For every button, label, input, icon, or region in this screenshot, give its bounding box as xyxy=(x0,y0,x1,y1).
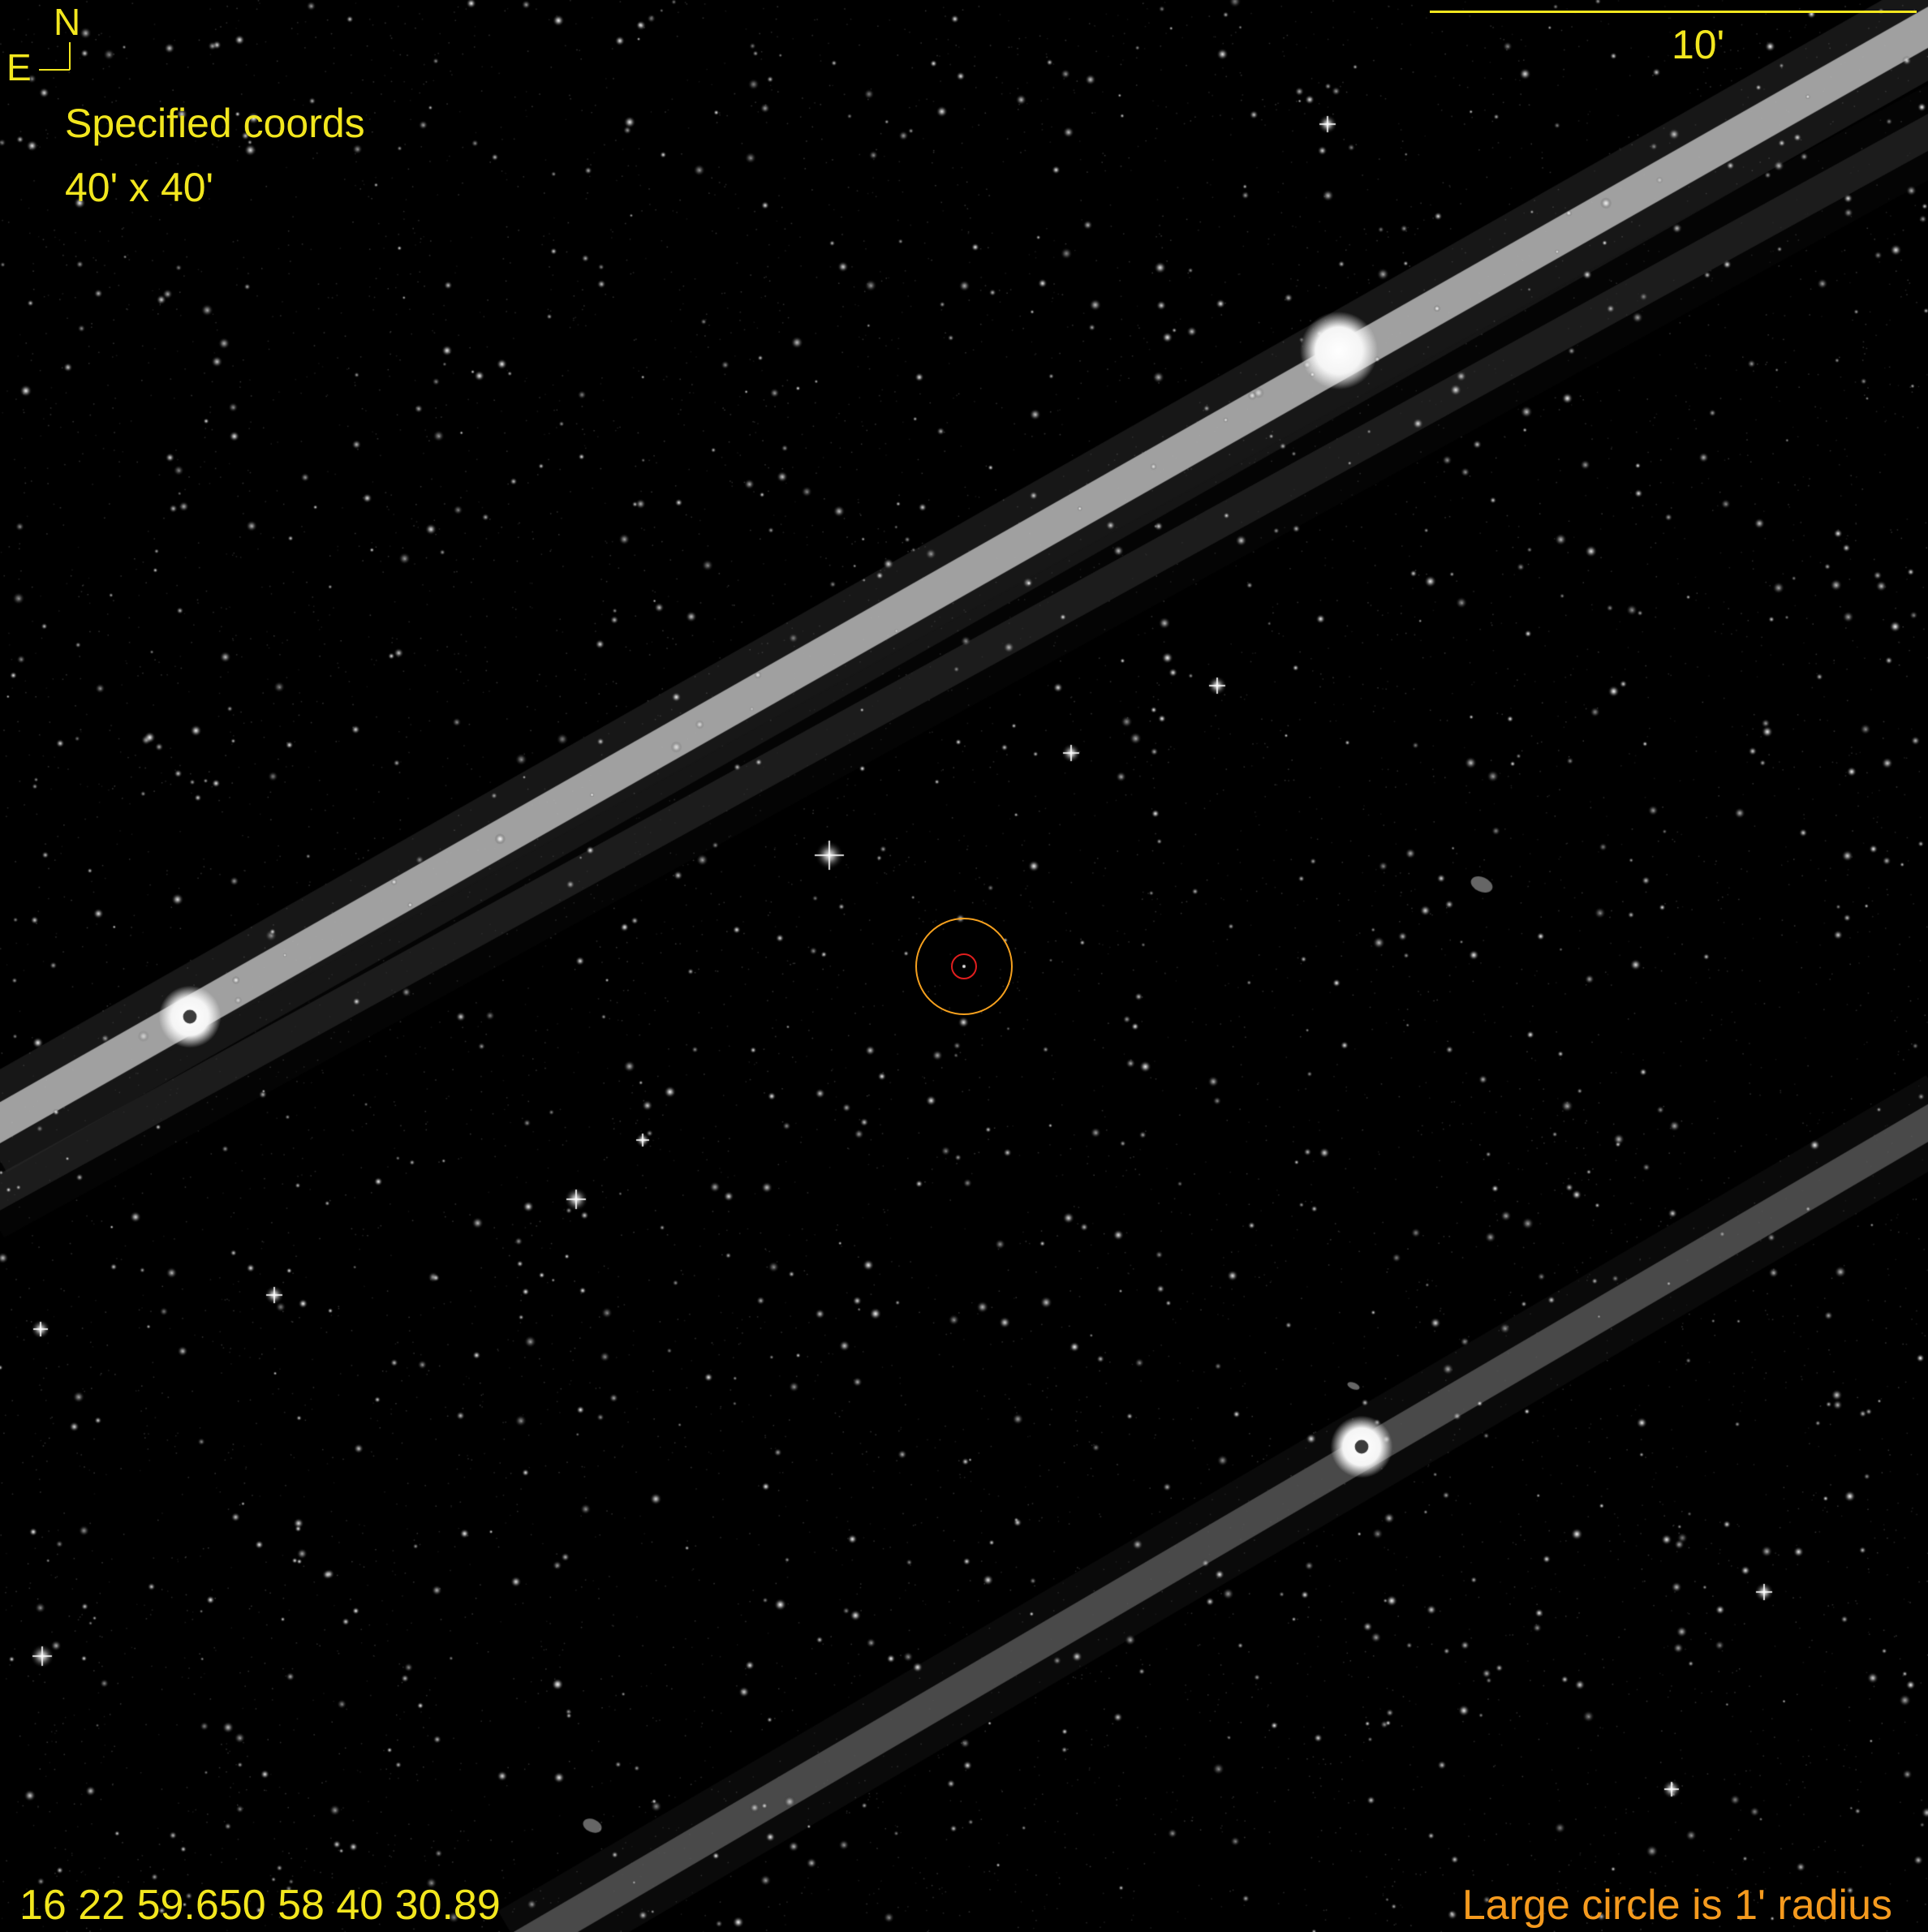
scale-bar-label: 10' xyxy=(1672,22,1725,67)
compass-east-label: E xyxy=(6,46,32,88)
coordinates-readout: 16 22 59.650 58 40 30.89 xyxy=(19,1882,501,1929)
target-circle-1-arcmin xyxy=(915,918,1013,1015)
compass-arrows-icon xyxy=(39,42,71,71)
target-marker xyxy=(951,953,977,979)
compass-north-label: N xyxy=(54,1,81,43)
circle-note: Large circle is 1' radius xyxy=(1461,1882,1892,1929)
field-of-view-label: 40' x 40' xyxy=(65,165,214,210)
scale-bar xyxy=(1430,11,1917,13)
chart-title: Specified coords xyxy=(65,101,365,146)
